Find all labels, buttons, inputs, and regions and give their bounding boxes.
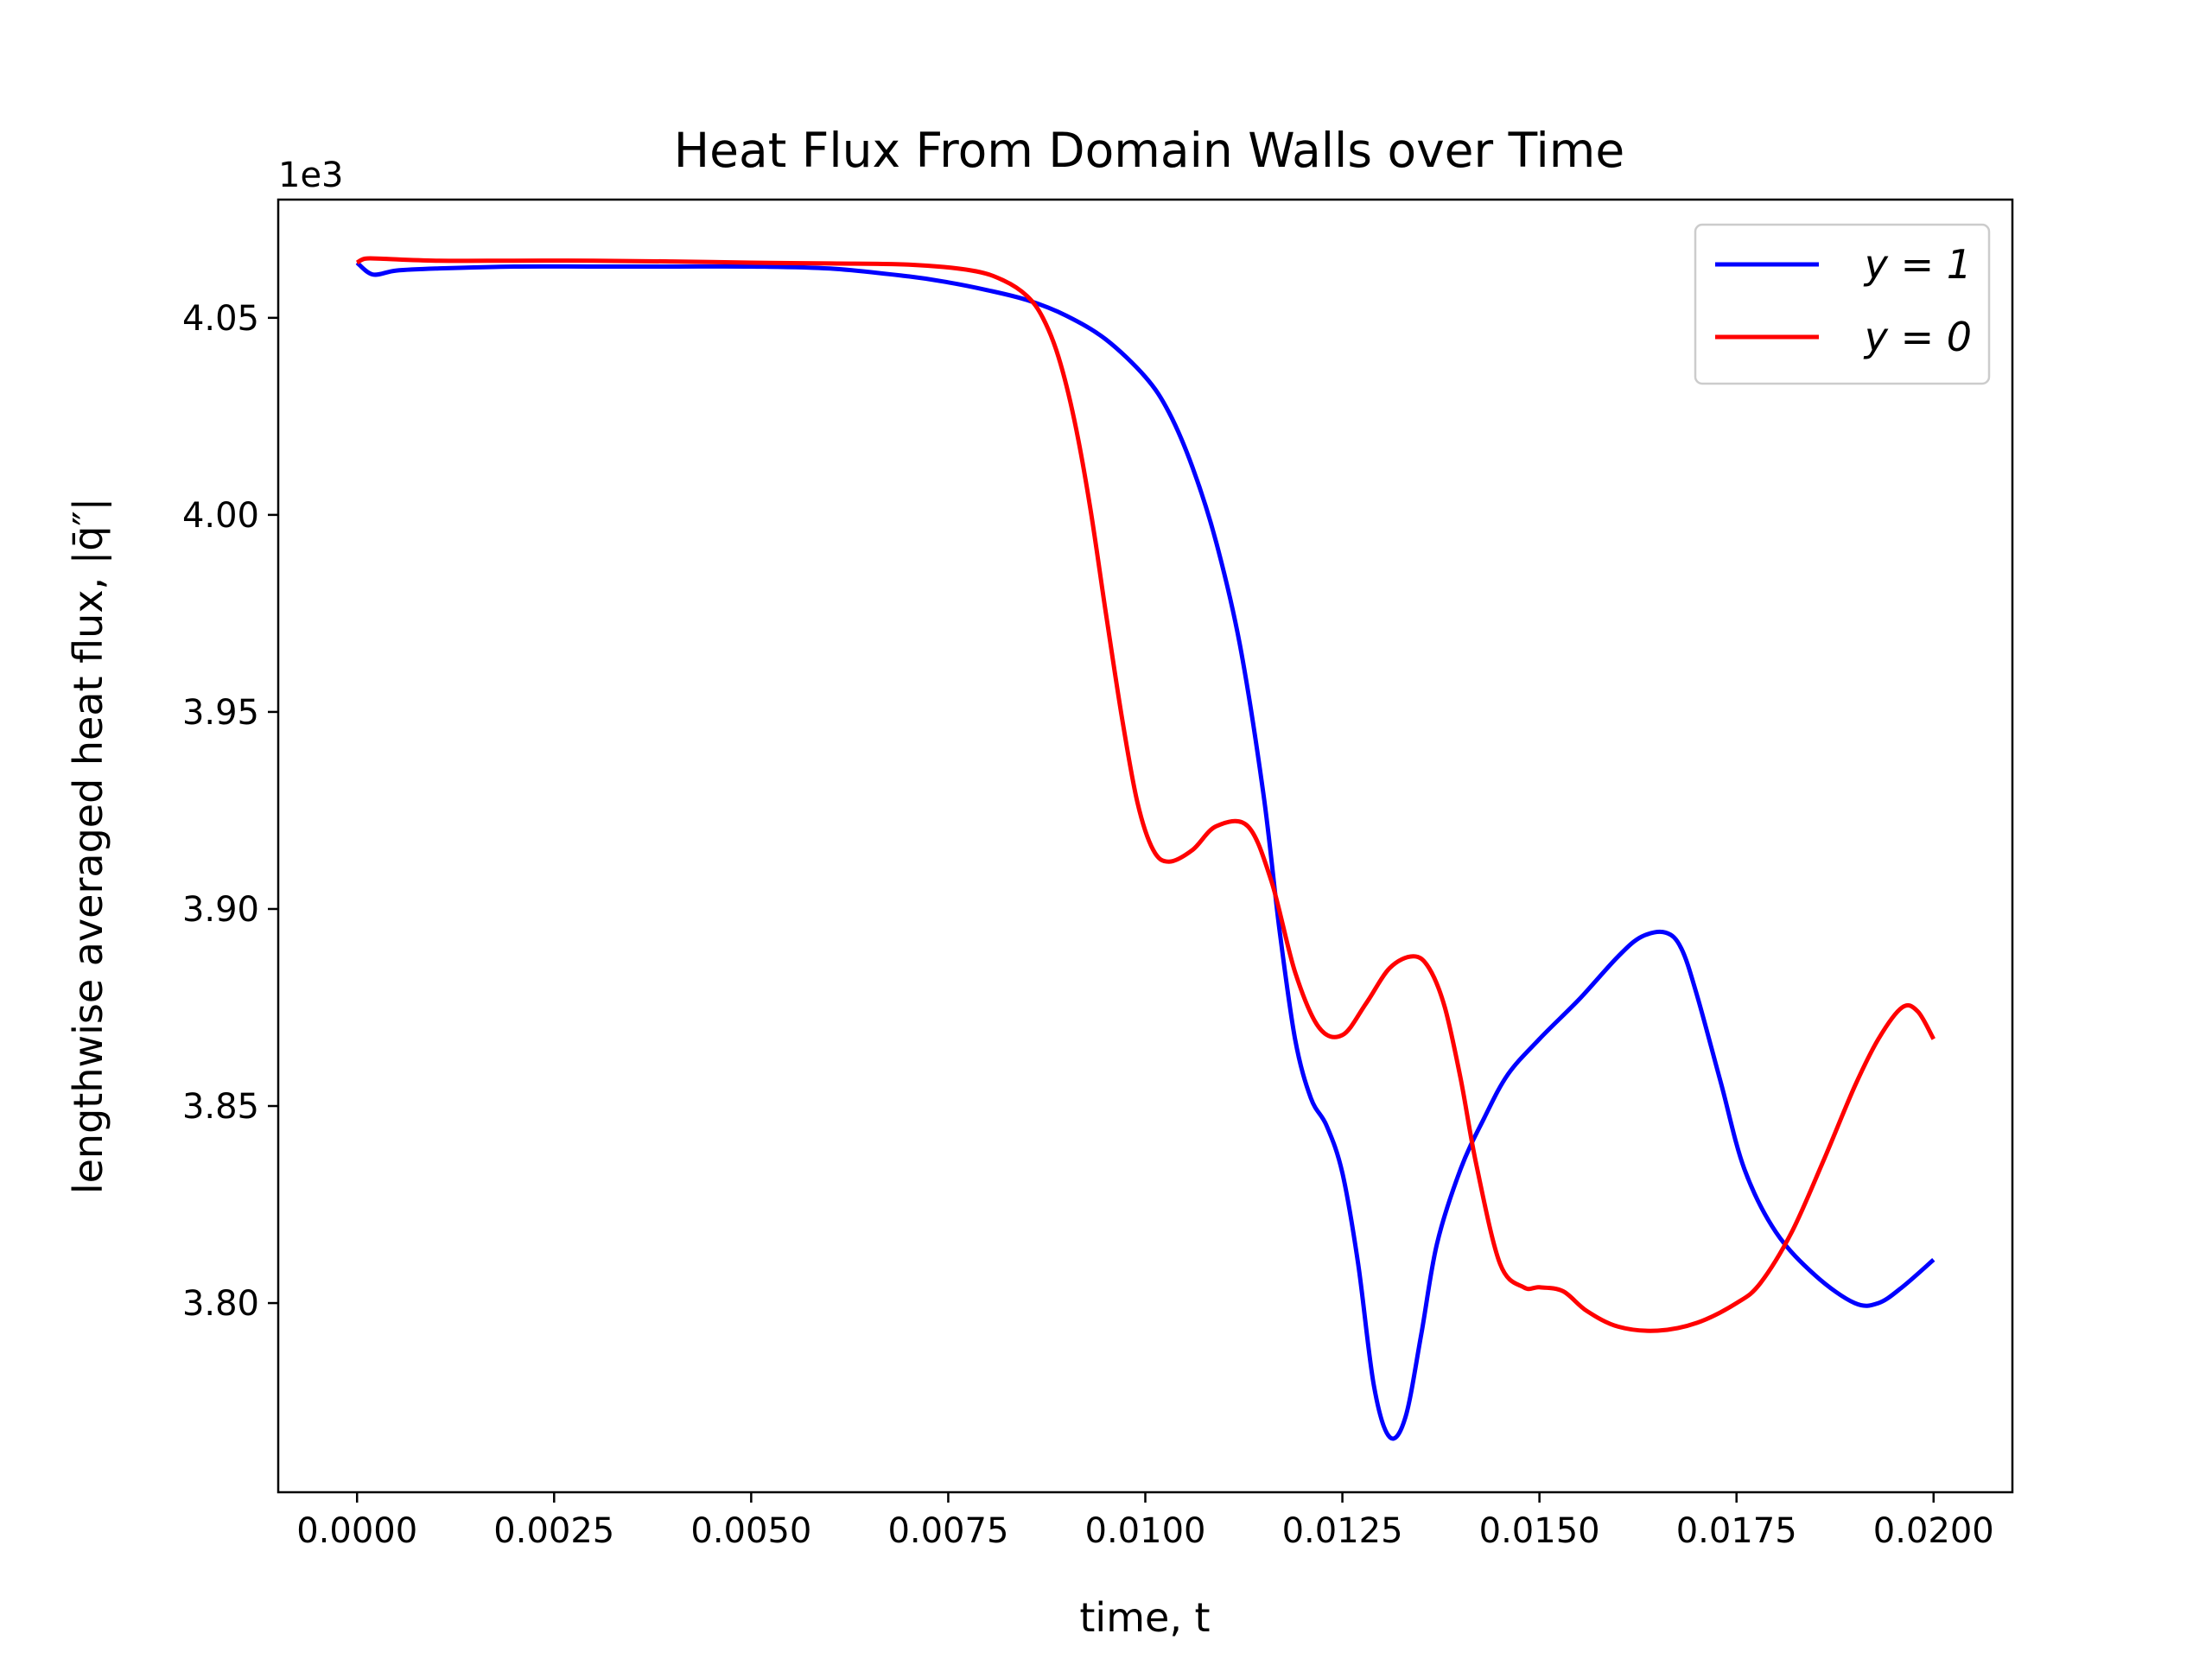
- x-tick-label: 0.0125: [1282, 1511, 1403, 1551]
- y-axis-ticks: 3.80 3.85 3.90 3.95 4.00 4.05: [182, 299, 278, 1324]
- plot-area-frame: [276, 198, 2014, 1494]
- y-tick-label: 4.05: [182, 299, 259, 339]
- legend-label-y1: y = 1: [1863, 241, 1972, 288]
- x-tick-label: 0.0000: [296, 1511, 417, 1551]
- x-tick-label: 0.0100: [1085, 1511, 1206, 1551]
- legend: y = 1 y = 0: [1694, 223, 1991, 385]
- chart-title: Heat Flux From Domain Walls over Time: [674, 123, 1624, 178]
- y-tick-label: 3.95: [182, 693, 259, 733]
- x-tick-label: 0.0025: [493, 1511, 614, 1551]
- x-tick-label: 0.0200: [1873, 1511, 1994, 1551]
- x-tick-label: 0.0175: [1676, 1511, 1797, 1551]
- y-tick-label: 4.00: [182, 496, 259, 536]
- legend-label-y0: y = 0: [1863, 314, 1972, 360]
- y-tick-label: 3.85: [182, 1087, 259, 1127]
- y-tick-label: 3.90: [182, 890, 259, 930]
- x-tick-label: 0.0150: [1479, 1511, 1600, 1551]
- y-tick-label: 3.80: [182, 1284, 259, 1324]
- x-axis-label: time, t: [1079, 1594, 1210, 1641]
- series-layer: [355, 256, 1936, 1441]
- x-tick-label: 0.0050: [690, 1511, 811, 1551]
- series-line-1: [355, 256, 1936, 1333]
- y-axis-label: lengthwise averaged heat flux, |q̄″|: [65, 498, 112, 1194]
- x-axis-ticks: 0.0000 0.0025 0.0050 0.0075 0.0100 0.0125 0.01…: [296, 1492, 1994, 1551]
- series-line-0: [355, 260, 1936, 1441]
- x-tick-label: 0.0075: [887, 1511, 1008, 1551]
- y-offset-text: 1e3: [278, 156, 344, 195]
